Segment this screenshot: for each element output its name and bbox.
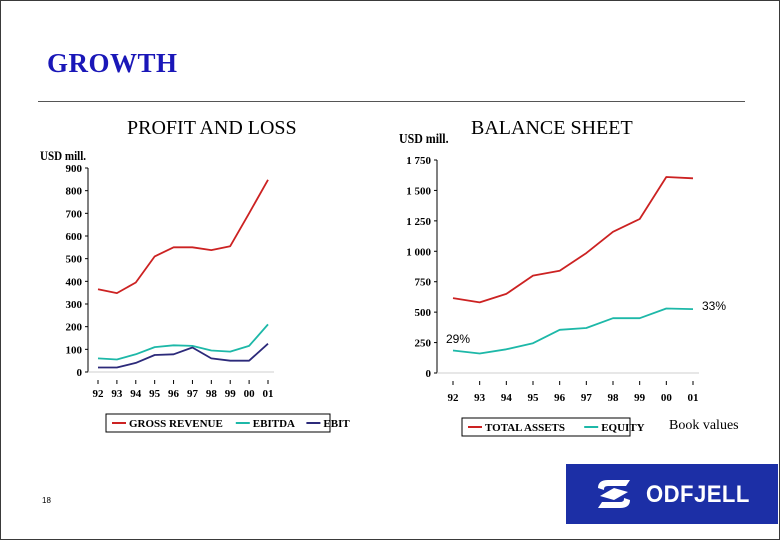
bs-x-tick-label: 94 bbox=[501, 392, 513, 404]
bs-x-tick-label: 92 bbox=[448, 392, 460, 404]
pl-x-tick-label: 95 bbox=[149, 388, 161, 400]
pl-y-tick-label: 200 bbox=[66, 322, 83, 334]
bs-x-tick-label: 01 bbox=[688, 392, 699, 404]
bs-y-tick-label: 250 bbox=[415, 338, 432, 350]
pl-y-tick-label: 800 bbox=[66, 186, 83, 198]
pl-y-tick-label: 100 bbox=[66, 344, 83, 356]
bs-legend-box bbox=[461, 417, 631, 437]
pl-y-tick-label: 500 bbox=[66, 254, 83, 266]
pl-x-tick-label: 98 bbox=[206, 388, 218, 400]
bs-chart-title: BALANCE SHEET bbox=[471, 117, 633, 139]
odfjell-logo-mark-icon bbox=[598, 480, 630, 508]
pl-x-tick-label: 94 bbox=[130, 388, 142, 400]
bs-series-equity bbox=[452, 307, 694, 355]
bs-legend-label-total-assets: TOTAL ASSETS bbox=[485, 422, 565, 434]
pl-y-tick-label: 400 bbox=[66, 276, 83, 288]
pl-series-ebit bbox=[98, 343, 269, 369]
page-number: 18 bbox=[42, 496, 51, 505]
title-rule bbox=[38, 101, 745, 102]
bs-y-tick-label: 750 bbox=[415, 277, 432, 289]
pl-x-tick-label: 01 bbox=[263, 388, 274, 400]
bs-x-tick-label: 95 bbox=[528, 392, 540, 404]
pl-series-gross-revenue bbox=[97, 179, 269, 295]
pl-y-tick-label: 0 bbox=[77, 367, 83, 379]
bs-x-tick-label: 96 bbox=[554, 392, 566, 404]
pl-x-tick-label: 93 bbox=[111, 388, 123, 400]
logo-text: ODFJELL bbox=[646, 481, 750, 508]
pl-x-tick-label: 00 bbox=[244, 388, 256, 400]
bs-y-tick-label: 1 250 bbox=[406, 216, 431, 228]
bs-series-total-assets bbox=[452, 176, 694, 304]
page-title: GROWTH bbox=[47, 48, 178, 78]
bs-y-tick-label: 0 bbox=[426, 368, 432, 380]
bs-x-tick-label: 99 bbox=[634, 392, 646, 404]
equity-share-end-label: 33% bbox=[702, 299, 727, 313]
pl-x-tick-label: 97 bbox=[187, 388, 199, 400]
pl-y-tick-label: 600 bbox=[66, 231, 83, 243]
bs-x-tick-label: 93 bbox=[474, 392, 486, 404]
pl-legend-box bbox=[105, 413, 331, 433]
pl-x-tick-label: 92 bbox=[93, 388, 105, 400]
bs-y-tick-label: 1 750 bbox=[406, 155, 431, 167]
bs-ylabel: USD mill. bbox=[399, 132, 449, 147]
odfjell-logo: ODFJELL bbox=[566, 464, 778, 524]
book-values-note: Book values bbox=[669, 418, 739, 433]
pl-legend-label-ebitda: EBITDA bbox=[253, 418, 295, 430]
bs-x-tick-label: 97 bbox=[581, 392, 593, 404]
pl-x-tick-label: 99 bbox=[225, 388, 237, 400]
pl-y-tick-label: 900 bbox=[66, 163, 83, 175]
bs-x-tick-label: 00 bbox=[661, 392, 673, 404]
bs-y-tick-label: 1 000 bbox=[406, 246, 431, 258]
pl-legend-label-ebit: EBIT bbox=[323, 418, 350, 430]
pl-series-ebitda bbox=[97, 323, 269, 361]
bs-x-tick-label: 98 bbox=[608, 392, 620, 404]
bs-legend-label-equity: EQUITY bbox=[601, 422, 644, 434]
bs-y-tick-label: 1 500 bbox=[406, 185, 431, 197]
pl-legend-label-gross-revenue: GROSS REVENUE bbox=[129, 418, 223, 430]
pl-ylabel: USD mill. bbox=[40, 148, 87, 163]
pl-y-tick-label: 700 bbox=[66, 208, 83, 220]
pl-y-tick-label: 300 bbox=[66, 299, 83, 311]
pl-x-tick-label: 96 bbox=[168, 388, 180, 400]
bs-y-tick-label: 500 bbox=[415, 307, 432, 319]
equity-share-start-label: 29% bbox=[446, 332, 471, 346]
pl-chart-title: PROFIT AND LOSS bbox=[127, 117, 297, 139]
